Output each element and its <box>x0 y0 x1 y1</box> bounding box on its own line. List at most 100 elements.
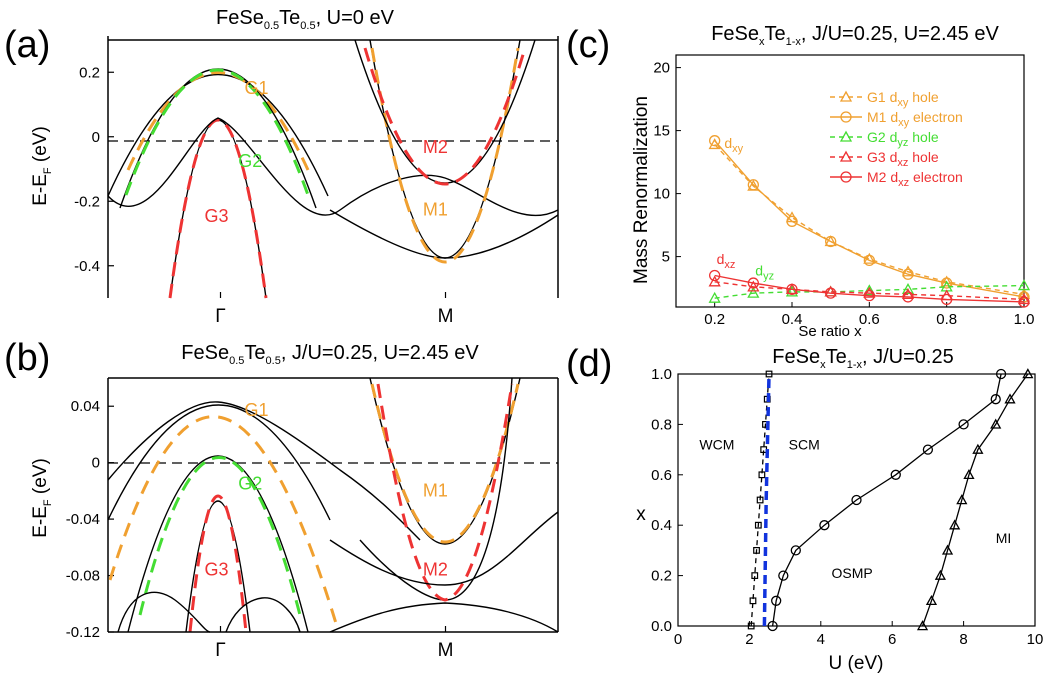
ytick-label: 0.6 <box>651 467 672 484</box>
panel-d-title: FeSexTe1-x, J/U=0.25 <box>772 346 953 371</box>
series-line-3 <box>714 281 1025 301</box>
panel-label-d: (d) <box>566 343 612 385</box>
series-point <box>863 290 875 302</box>
legend-entry: M1 dxy electron <box>867 109 963 129</box>
band-label-m2: M2 <box>423 560 448 580</box>
xtick-label: 8 <box>959 631 967 648</box>
series-point <box>747 277 759 289</box>
band-label-g1: G1 <box>244 400 268 420</box>
panel-c-ylabel: Mass Renormalization <box>631 96 652 284</box>
legend-marker <box>839 130 853 142</box>
boundary-point <box>995 368 1007 380</box>
series-point <box>901 283 915 295</box>
panel-label-c: (c) <box>566 24 610 66</box>
ytick-label: 0.2 <box>651 568 672 585</box>
series-point <box>825 287 837 299</box>
panel-a-title: FeSe0.5Te0.5, U=0 eV <box>216 7 395 32</box>
boundary-point <box>958 419 969 430</box>
panel-d-xlabel: U (eV) <box>829 653 884 674</box>
ytick-label: 0.04 <box>71 398 100 415</box>
ytick-label: -0.2 <box>74 193 100 210</box>
boundary-point <box>756 496 764 504</box>
orbital-annotation: dxz <box>717 251 736 271</box>
ytick-label: 1.0 <box>651 366 672 383</box>
series-point <box>941 277 953 289</box>
boundary-point <box>963 468 975 480</box>
ytick-label: 0.2 <box>79 64 100 81</box>
xtick-label: M <box>438 306 454 327</box>
legend-marker <box>840 111 852 123</box>
phase-boundary-1 <box>762 373 771 627</box>
legend-marker <box>839 90 853 102</box>
series-point <box>1017 279 1031 291</box>
boundary-point <box>819 520 830 531</box>
boundary-point <box>749 597 757 605</box>
boundary-point <box>771 595 782 606</box>
band-label-m2: M2 <box>423 137 448 157</box>
series-point <box>825 235 837 248</box>
xtick-label: M <box>438 640 454 661</box>
series-point <box>709 269 721 282</box>
series-point <box>902 291 914 303</box>
series-point <box>786 283 798 296</box>
legend-marker <box>840 171 852 183</box>
panel-label-a: (a) <box>4 24 50 66</box>
panel-b-bands <box>107 377 559 633</box>
ytick-label: 0.0 <box>651 618 672 635</box>
panel-b-title: FeSe0.5Te0.5, J/U=0.25, U=2.45 eV <box>181 342 479 367</box>
boundary-point <box>941 544 954 555</box>
ytick-label: -0.04 <box>66 511 100 528</box>
series-line-1 <box>714 140 1025 298</box>
band-label-g3: G3 <box>205 206 229 226</box>
ytick-label: 20 <box>653 60 670 77</box>
boundary-point <box>754 521 762 529</box>
xtick-label: 6 <box>888 631 896 648</box>
series-point <box>863 286 876 298</box>
xtick-label: 0.8 <box>936 311 957 328</box>
ytick-label: -0.4 <box>74 258 100 275</box>
boundary-point <box>851 494 862 506</box>
band-label-g3: G3 <box>205 560 229 580</box>
panel-c-xlabel: Se ratio x <box>798 323 862 340</box>
panel-b: (b) FeSe0.5Te0.5, J/U=0.25, U=2.45 eV E-… <box>4 337 559 661</box>
boundary-point <box>758 471 766 479</box>
boundary-point <box>767 620 778 632</box>
panel-c-title: FeSexTe1-x, J/U=0.25, U=2.45 eV <box>711 23 999 48</box>
panel-d-ylabel: x <box>636 504 646 525</box>
panel-a-bands <box>107 36 559 299</box>
panel-d-frame <box>677 373 1036 627</box>
panel-d: (d) FeSexTe1-x, J/U=0.25 x U (eV) 0 2 4 6 8 1… <box>566 343 1043 674</box>
panel-a-ylabel: E-EF (eV) <box>30 126 54 206</box>
xtick-label: 10 <box>1027 631 1044 648</box>
xtick-label: 0.4 <box>782 311 803 328</box>
series-point <box>708 275 721 287</box>
ytick-label: 0.8 <box>651 416 672 433</box>
series-point <box>863 284 876 296</box>
legend-entry: G2 dyz hole <box>867 129 939 149</box>
boundary-point <box>934 569 946 580</box>
xtick-label: 4 <box>817 631 825 648</box>
boundary-point <box>753 546 760 554</box>
series-point <box>824 235 837 247</box>
series-point <box>708 291 721 303</box>
boundary-point <box>990 394 1001 405</box>
boundary-point <box>916 620 929 631</box>
series-point <box>940 275 953 287</box>
panel-b-ylabel: E-EF (eV) <box>30 458 54 538</box>
boundary-point <box>751 572 759 579</box>
series-line-4 <box>714 274 1025 303</box>
ytick-label: 10 <box>653 186 670 203</box>
orbital-annotation: dxy <box>724 135 743 155</box>
series-point <box>902 268 914 280</box>
ytick-label: 15 <box>653 123 670 140</box>
boundary-point <box>1004 393 1016 404</box>
xtick-label: 2 <box>745 631 753 648</box>
series-point <box>901 265 915 277</box>
series-point <box>747 280 760 292</box>
band-label-m1: M1 <box>423 481 448 501</box>
series-point <box>1017 288 1031 300</box>
series-point <box>1018 296 1030 308</box>
band-label-g2: G2 <box>238 473 262 493</box>
phase-boundary-0 <box>750 373 770 627</box>
